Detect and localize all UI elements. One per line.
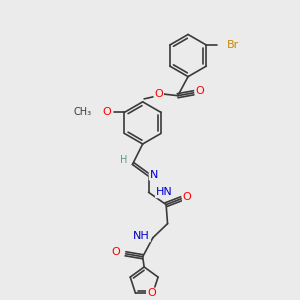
Text: N: N bbox=[150, 170, 158, 180]
Text: NH: NH bbox=[133, 231, 150, 241]
Text: O: O bbox=[111, 247, 120, 257]
Text: O: O bbox=[147, 289, 156, 298]
Text: O: O bbox=[103, 107, 111, 117]
Text: CH₃: CH₃ bbox=[73, 107, 91, 117]
Text: O: O bbox=[183, 192, 192, 202]
Text: O: O bbox=[195, 86, 204, 96]
Text: Br: Br bbox=[227, 40, 239, 50]
Text: HN: HN bbox=[156, 187, 172, 197]
Text: O: O bbox=[154, 89, 163, 99]
Text: H: H bbox=[120, 155, 127, 165]
